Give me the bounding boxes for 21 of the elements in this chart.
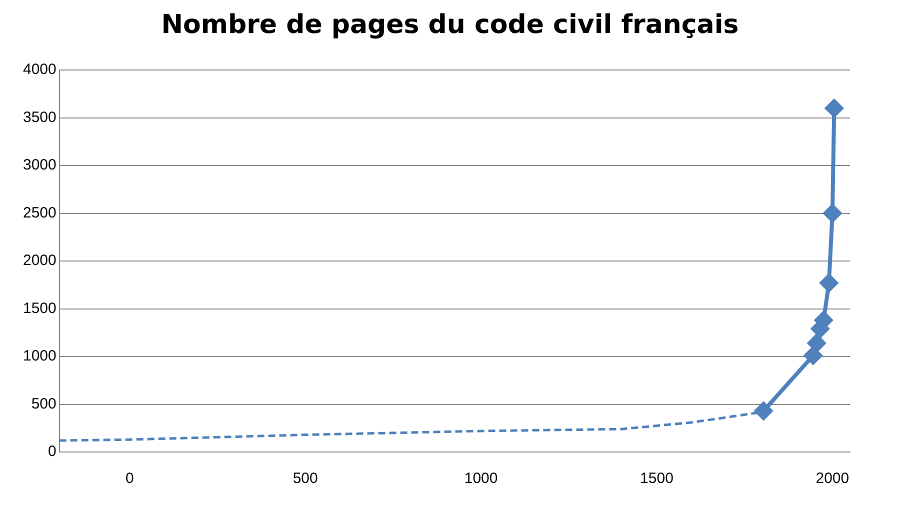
y-tick-label: 500 xyxy=(31,395,56,412)
y-tick-label: 4000 xyxy=(22,61,56,78)
x-tick-label: 2000 xyxy=(816,470,850,488)
x-tick-label: 500 xyxy=(292,470,318,488)
y-tick-label: 2500 xyxy=(22,204,56,222)
y-tick-label: 0 xyxy=(48,443,56,460)
y-tick-label: 3000 xyxy=(22,156,56,174)
point xyxy=(823,204,842,222)
chart-title: Nombre de pages du code civil français xyxy=(160,10,740,40)
y-tick-label: 3500 xyxy=(22,108,56,126)
y-tick-label: 1500 xyxy=(22,300,56,317)
y-tick-label: 2000 xyxy=(22,252,56,270)
x-tick-label: 0 xyxy=(125,470,134,488)
point xyxy=(754,402,773,420)
point xyxy=(804,346,822,365)
y-tick-label: 1000 xyxy=(22,348,56,365)
point xyxy=(825,99,844,118)
point xyxy=(808,334,826,352)
point xyxy=(820,274,838,292)
x-tick-label: 1000 xyxy=(464,470,498,488)
x-tick-label: 1500 xyxy=(640,470,674,488)
